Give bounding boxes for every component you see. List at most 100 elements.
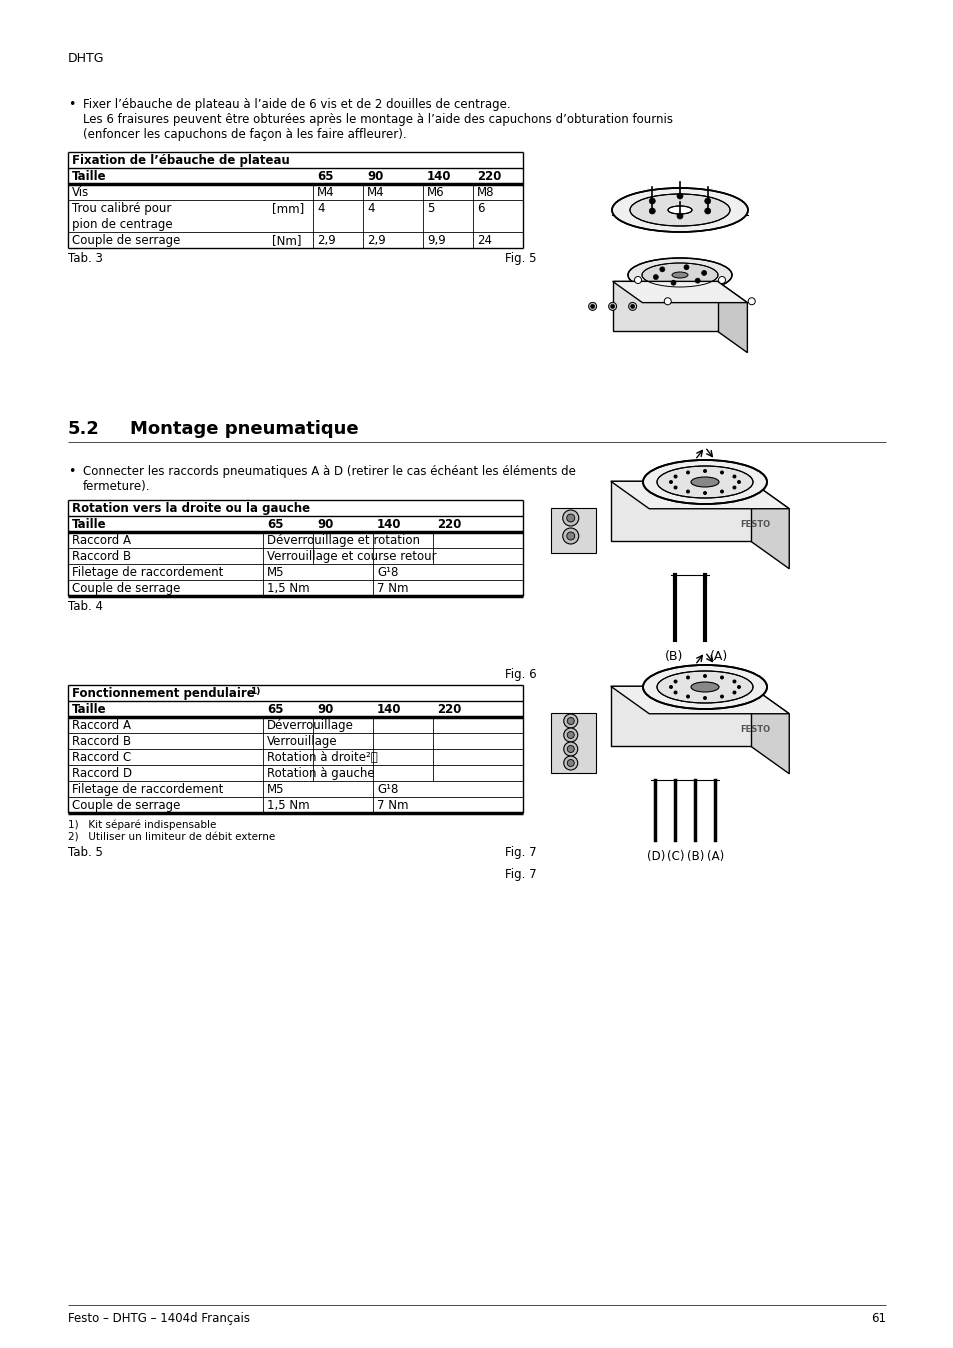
Circle shape: [732, 690, 736, 694]
Text: Verrouillage et course retour: Verrouillage et course retour: [267, 550, 436, 563]
Text: 61: 61: [870, 1312, 885, 1325]
Circle shape: [702, 696, 706, 700]
Text: M5: M5: [267, 783, 284, 797]
Circle shape: [562, 528, 578, 545]
Polygon shape: [550, 508, 595, 553]
Text: Raccord A: Raccord A: [71, 718, 131, 732]
Text: Raccord B: Raccord B: [71, 550, 131, 563]
Text: 7 Nm: 7 Nm: [376, 582, 408, 594]
Text: Connecter les raccords pneumatiques A à D (retirer le cas échéant les éléments d: Connecter les raccords pneumatiques A à …: [83, 465, 576, 479]
Circle shape: [668, 480, 672, 484]
Text: •: •: [68, 465, 75, 479]
Text: (D): (D): [646, 851, 664, 863]
Ellipse shape: [642, 460, 766, 504]
Circle shape: [567, 759, 574, 767]
Circle shape: [649, 208, 655, 214]
Circle shape: [685, 489, 689, 493]
Circle shape: [668, 685, 672, 689]
Ellipse shape: [671, 272, 687, 278]
Text: Taille: Taille: [71, 170, 107, 183]
Polygon shape: [717, 282, 746, 353]
Circle shape: [610, 305, 614, 309]
Circle shape: [649, 198, 655, 204]
Text: (A): (A): [706, 851, 723, 863]
Text: Filetage de raccordement: Filetage de raccordement: [71, 566, 223, 580]
Ellipse shape: [657, 671, 752, 704]
Polygon shape: [610, 481, 788, 508]
Circle shape: [718, 276, 724, 283]
Ellipse shape: [667, 206, 691, 214]
Text: Raccord A: Raccord A: [71, 534, 131, 547]
Circle shape: [634, 276, 640, 283]
Circle shape: [588, 302, 596, 310]
Ellipse shape: [690, 682, 719, 692]
Text: 1,5 Nm: 1,5 Nm: [267, 799, 310, 811]
Text: 140: 140: [376, 518, 401, 531]
Ellipse shape: [629, 194, 729, 226]
Text: Raccord C: Raccord C: [71, 751, 132, 764]
Text: [Nm]: [Nm]: [272, 235, 301, 247]
Text: 140: 140: [376, 704, 401, 716]
Text: Couple de serrage: Couple de serrage: [71, 799, 180, 811]
Circle shape: [567, 717, 574, 724]
Text: Tab. 5: Tab. 5: [68, 847, 103, 859]
Polygon shape: [610, 686, 750, 747]
Circle shape: [670, 280, 676, 286]
Circle shape: [673, 679, 677, 683]
Text: 90: 90: [316, 518, 333, 531]
Circle shape: [566, 532, 574, 541]
Text: Festo – DHTG – 1404d Français: Festo – DHTG – 1404d Français: [68, 1312, 250, 1325]
Circle shape: [732, 679, 736, 683]
Polygon shape: [750, 686, 788, 774]
Circle shape: [683, 264, 688, 270]
Circle shape: [653, 275, 658, 279]
Circle shape: [677, 193, 682, 200]
Polygon shape: [610, 686, 788, 713]
Text: (enfoncer les capuchons de façon à les faire affleurer).: (enfoncer les capuchons de façon à les f…: [83, 128, 406, 142]
Text: (B): (B): [664, 650, 682, 663]
Text: Vis: Vis: [71, 186, 90, 200]
Circle shape: [563, 756, 578, 770]
Circle shape: [563, 728, 578, 741]
Text: M4: M4: [367, 186, 384, 200]
Circle shape: [567, 732, 574, 739]
Circle shape: [720, 694, 723, 698]
Text: (A): (A): [709, 650, 727, 663]
Circle shape: [673, 690, 677, 694]
Circle shape: [567, 745, 574, 752]
Text: 1)   Kit séparé indispensable: 1) Kit séparé indispensable: [68, 820, 216, 829]
Text: DHTG: DHTG: [68, 53, 105, 65]
Text: Rotation à droite²⧠: Rotation à droite²⧠: [267, 751, 377, 764]
Text: Fig. 6: Fig. 6: [504, 669, 536, 681]
Text: 90: 90: [367, 170, 383, 183]
Text: 4: 4: [367, 202, 375, 214]
Text: 140: 140: [427, 170, 451, 183]
Text: 1): 1): [250, 687, 260, 696]
Circle shape: [695, 278, 700, 283]
Text: 65: 65: [316, 170, 334, 183]
Circle shape: [700, 271, 706, 275]
Polygon shape: [610, 481, 750, 542]
Circle shape: [608, 302, 616, 310]
Text: Taille: Taille: [71, 518, 107, 531]
Text: (B): (B): [686, 851, 703, 863]
Ellipse shape: [690, 477, 719, 487]
Circle shape: [732, 485, 736, 489]
Circle shape: [737, 480, 740, 484]
Circle shape: [720, 675, 723, 679]
Text: 90: 90: [316, 704, 333, 716]
Text: 65: 65: [267, 704, 283, 716]
Text: 7 Nm: 7 Nm: [376, 799, 408, 811]
Polygon shape: [750, 481, 788, 569]
Circle shape: [720, 489, 723, 493]
Circle shape: [663, 298, 671, 305]
Text: FESTO: FESTO: [740, 725, 769, 735]
Circle shape: [704, 208, 710, 214]
Text: 2,9: 2,9: [316, 235, 335, 247]
Circle shape: [673, 474, 677, 479]
Text: 5: 5: [427, 202, 434, 214]
Text: 4: 4: [316, 202, 324, 214]
Ellipse shape: [627, 257, 731, 293]
Text: Trou calibré pour: Trou calibré pour: [71, 202, 172, 214]
Text: (C): (C): [666, 851, 684, 863]
